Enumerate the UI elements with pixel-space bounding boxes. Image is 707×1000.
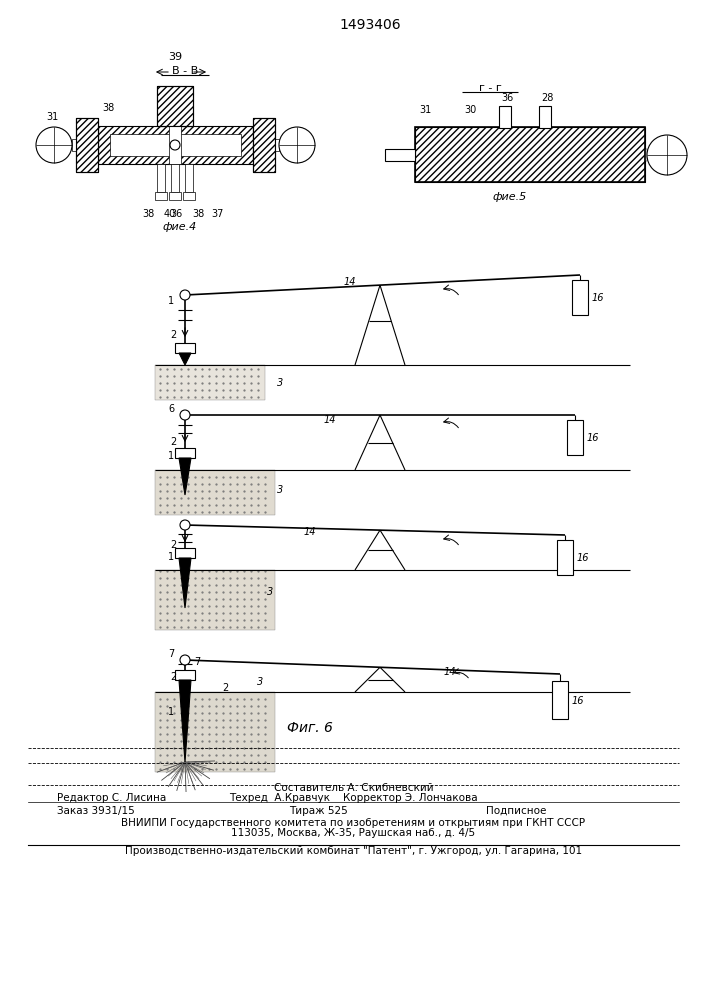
Text: Заказ 3931/15: Заказ 3931/15 <box>57 806 134 816</box>
Text: 36: 36 <box>501 93 513 103</box>
Bar <box>557 540 573 575</box>
Bar <box>253 118 275 172</box>
Circle shape <box>180 290 190 300</box>
Bar <box>175 548 195 558</box>
Text: 2: 2 <box>222 683 228 693</box>
Text: 1: 1 <box>168 451 174 461</box>
Text: Фиг. 6: Фиг. 6 <box>287 721 333 735</box>
Text: Техред  А.Кравчук    Корректор Э. Лончакова: Техред А.Кравчук Корректор Э. Лончакова <box>229 793 478 803</box>
Text: 1: 1 <box>168 552 174 562</box>
Bar <box>171 164 179 192</box>
Text: г - г: г - г <box>479 83 501 93</box>
Text: Редактор С. Лисина: Редактор С. Лисина <box>57 793 166 803</box>
Text: 1493406: 1493406 <box>339 18 401 32</box>
Text: 31: 31 <box>419 105 431 115</box>
Text: 2: 2 <box>170 540 176 550</box>
Text: Производственно-издательский комбинат "Патент", г. Ужгород, ул. Гагарина, 101: Производственно-издательский комбинат "П… <box>125 846 582 856</box>
Polygon shape <box>179 353 191 365</box>
Text: 3: 3 <box>277 378 283 388</box>
Bar <box>499 106 511 128</box>
Bar <box>175 448 195 458</box>
Bar <box>157 86 193 126</box>
Bar <box>275 139 279 151</box>
Polygon shape <box>155 692 275 772</box>
Polygon shape <box>179 458 191 495</box>
Text: 37: 37 <box>212 209 224 219</box>
Text: Составитель А. Скибневский: Составитель А. Скибневский <box>274 783 433 793</box>
Bar <box>567 420 583 455</box>
Circle shape <box>170 140 180 150</box>
Text: 7: 7 <box>168 649 174 659</box>
Bar <box>539 106 551 128</box>
Text: 14: 14 <box>324 415 337 425</box>
Polygon shape <box>155 365 265 400</box>
Bar <box>110 134 241 156</box>
Text: 38: 38 <box>102 103 114 113</box>
Text: Тираж 525: Тираж 525 <box>288 806 348 816</box>
Circle shape <box>36 127 72 163</box>
Bar <box>183 192 195 200</box>
Text: 16: 16 <box>577 553 589 563</box>
Bar <box>169 192 181 200</box>
Bar <box>157 164 165 192</box>
Text: 1: 1 <box>168 707 174 717</box>
Text: 28: 28 <box>541 93 553 103</box>
Circle shape <box>279 127 315 163</box>
Text: 30: 30 <box>464 105 476 115</box>
Text: 2: 2 <box>170 672 176 682</box>
Bar <box>572 280 588 315</box>
Text: 38: 38 <box>192 209 204 219</box>
Bar <box>175 670 195 680</box>
Text: 16: 16 <box>572 696 584 706</box>
Text: B - B: B - B <box>172 66 198 76</box>
Text: 7: 7 <box>194 657 200 667</box>
Text: 40: 40 <box>164 209 176 219</box>
Polygon shape <box>155 470 275 515</box>
Polygon shape <box>179 680 191 762</box>
Text: 14: 14 <box>444 667 456 677</box>
Text: 3: 3 <box>257 677 263 687</box>
Text: Подписное: Подписное <box>486 806 547 816</box>
Text: 1: 1 <box>168 296 174 306</box>
Bar <box>185 164 193 192</box>
Text: 39: 39 <box>168 52 182 62</box>
Circle shape <box>647 135 687 175</box>
Circle shape <box>180 655 190 665</box>
Bar <box>415 127 645 182</box>
Bar <box>155 192 167 200</box>
Text: 6: 6 <box>168 404 174 414</box>
Polygon shape <box>155 570 275 630</box>
Bar <box>157 86 193 126</box>
Bar <box>76 118 98 172</box>
Bar <box>253 118 275 172</box>
Text: 36: 36 <box>170 209 182 219</box>
Text: 31: 31 <box>46 112 58 122</box>
Bar <box>552 681 568 719</box>
Bar <box>76 118 98 172</box>
Bar <box>72 139 76 151</box>
Text: фие.5: фие.5 <box>493 192 527 202</box>
Bar <box>645 149 647 161</box>
Bar <box>169 126 181 164</box>
Bar <box>98 126 253 164</box>
Text: 2: 2 <box>170 330 176 340</box>
Text: фие.4: фие.4 <box>163 222 197 232</box>
Text: 38: 38 <box>142 209 154 219</box>
Text: 3: 3 <box>277 485 283 495</box>
Text: 16: 16 <box>587 433 600 443</box>
Text: 2: 2 <box>170 437 176 447</box>
Circle shape <box>180 410 190 420</box>
Text: 16: 16 <box>592 293 604 303</box>
Text: 14: 14 <box>344 277 356 287</box>
Circle shape <box>180 520 190 530</box>
Bar <box>175 343 195 353</box>
Text: ВНИИПИ Государственного комитета по изобретениям и открытиям при ГКНТ СССР: ВНИИПИ Государственного комитета по изоб… <box>122 818 585 828</box>
Bar <box>385 149 415 161</box>
Text: 113035, Москва, Ж-35, Раушская наб., д. 4/5: 113035, Москва, Ж-35, Раушская наб., д. … <box>231 828 476 838</box>
Text: 3: 3 <box>267 587 273 597</box>
Polygon shape <box>179 558 191 608</box>
Text: 14: 14 <box>304 527 316 537</box>
Bar <box>415 127 645 182</box>
